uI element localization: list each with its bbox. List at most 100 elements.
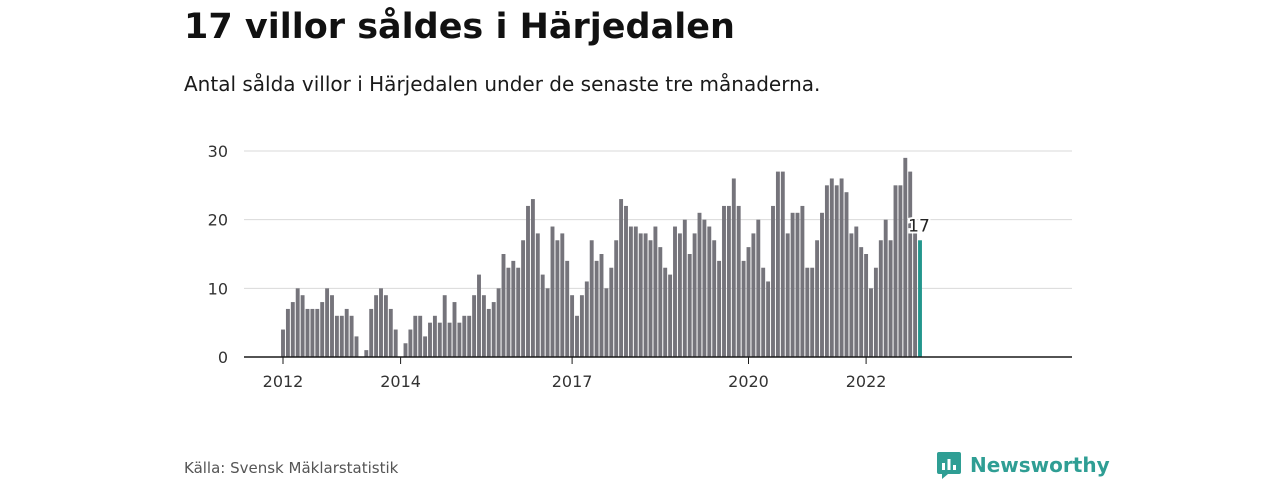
bar — [334, 315, 339, 357]
bar — [756, 219, 761, 357]
bar — [315, 308, 320, 357]
bar — [481, 295, 486, 357]
bar — [736, 205, 741, 357]
bar — [869, 288, 873, 357]
bar — [379, 288, 383, 357]
bar — [648, 240, 653, 357]
bar — [285, 308, 290, 357]
bar — [810, 267, 815, 357]
bar — [364, 350, 369, 357]
chart-subtitle: Antal sålda villor i Härjedalen under de… — [184, 72, 821, 96]
bar — [878, 240, 883, 357]
bar — [628, 226, 633, 357]
bar — [413, 315, 418, 357]
chart-bars — [281, 157, 922, 357]
bar — [354, 336, 359, 357]
bar — [579, 295, 584, 357]
x-tick-label: 2012 — [263, 372, 304, 391]
bar — [496, 288, 501, 357]
bar — [712, 240, 717, 357]
bar — [594, 260, 599, 357]
bar — [898, 185, 903, 357]
bar — [344, 308, 349, 357]
bar — [511, 260, 516, 357]
bar — [570, 295, 575, 357]
y-tick-label: 20 — [208, 211, 228, 230]
bar — [766, 281, 771, 357]
bar — [550, 226, 555, 357]
x-tick-label: 2022 — [846, 372, 887, 391]
bar — [653, 226, 658, 357]
bar — [584, 281, 589, 357]
brand-logo: Newsworthy — [936, 449, 1110, 481]
bar — [780, 171, 785, 357]
bar — [423, 336, 428, 357]
bar — [393, 329, 398, 357]
bar — [697, 212, 702, 357]
chart-title: 17 villor såldes i Härjedalen — [184, 7, 735, 47]
bar — [785, 233, 790, 357]
newsworthy-logo-icon — [937, 452, 961, 479]
bar — [834, 185, 839, 357]
bar — [839, 178, 844, 357]
bar — [330, 295, 334, 357]
bar — [472, 295, 477, 357]
bar — [575, 315, 579, 357]
bar — [526, 205, 530, 357]
bar — [883, 219, 888, 357]
bar — [295, 288, 300, 357]
bar — [477, 274, 481, 357]
y-tick-label: 30 — [208, 142, 228, 161]
bar — [726, 205, 731, 357]
bar — [800, 205, 805, 357]
bar — [447, 322, 452, 357]
bar — [717, 260, 722, 357]
bar — [506, 267, 511, 357]
chart-annotations: 17 — [906, 214, 932, 238]
bar — [859, 247, 864, 357]
bar — [893, 185, 898, 357]
bar — [408, 329, 413, 357]
bar — [442, 295, 447, 357]
bar — [609, 267, 614, 357]
bar — [795, 212, 800, 357]
bar — [457, 322, 462, 357]
bar — [687, 254, 692, 357]
bar — [722, 205, 726, 357]
bar — [462, 315, 467, 357]
bar — [913, 233, 918, 357]
highlight-bar — [918, 240, 922, 357]
bar — [403, 343, 408, 357]
x-tick-label: 2020 — [728, 372, 769, 391]
bar — [310, 308, 315, 357]
bar — [369, 308, 374, 357]
bar — [374, 295, 379, 357]
bar — [638, 233, 643, 357]
source-note: Källa: Svensk Mäklarstatistik — [184, 459, 399, 477]
bar — [805, 267, 810, 357]
bar — [731, 178, 736, 357]
bar — [290, 302, 295, 357]
bar — [560, 233, 565, 357]
y-axis-labels: 0 10 20 30 — [208, 142, 228, 367]
y-tick-label: 10 — [208, 279, 228, 298]
bar — [300, 295, 305, 357]
brand-name: Newsworthy — [970, 453, 1110, 477]
bar — [775, 171, 780, 357]
bar — [903, 157, 908, 357]
bar — [692, 233, 697, 357]
bar — [820, 212, 824, 357]
chart-gridlines — [244, 150, 1072, 289]
bar — [771, 205, 775, 357]
bar — [682, 219, 687, 357]
bar — [663, 267, 668, 357]
bar — [864, 254, 869, 357]
bar-chart: 0 10 20 30 2012 2014 2017 2020 2022 17 — [208, 142, 1072, 391]
bar — [320, 302, 325, 357]
bar — [619, 199, 624, 357]
bar — [658, 247, 663, 357]
bar — [383, 295, 388, 357]
bar — [643, 233, 648, 357]
bar — [589, 240, 594, 357]
bar — [418, 315, 423, 357]
